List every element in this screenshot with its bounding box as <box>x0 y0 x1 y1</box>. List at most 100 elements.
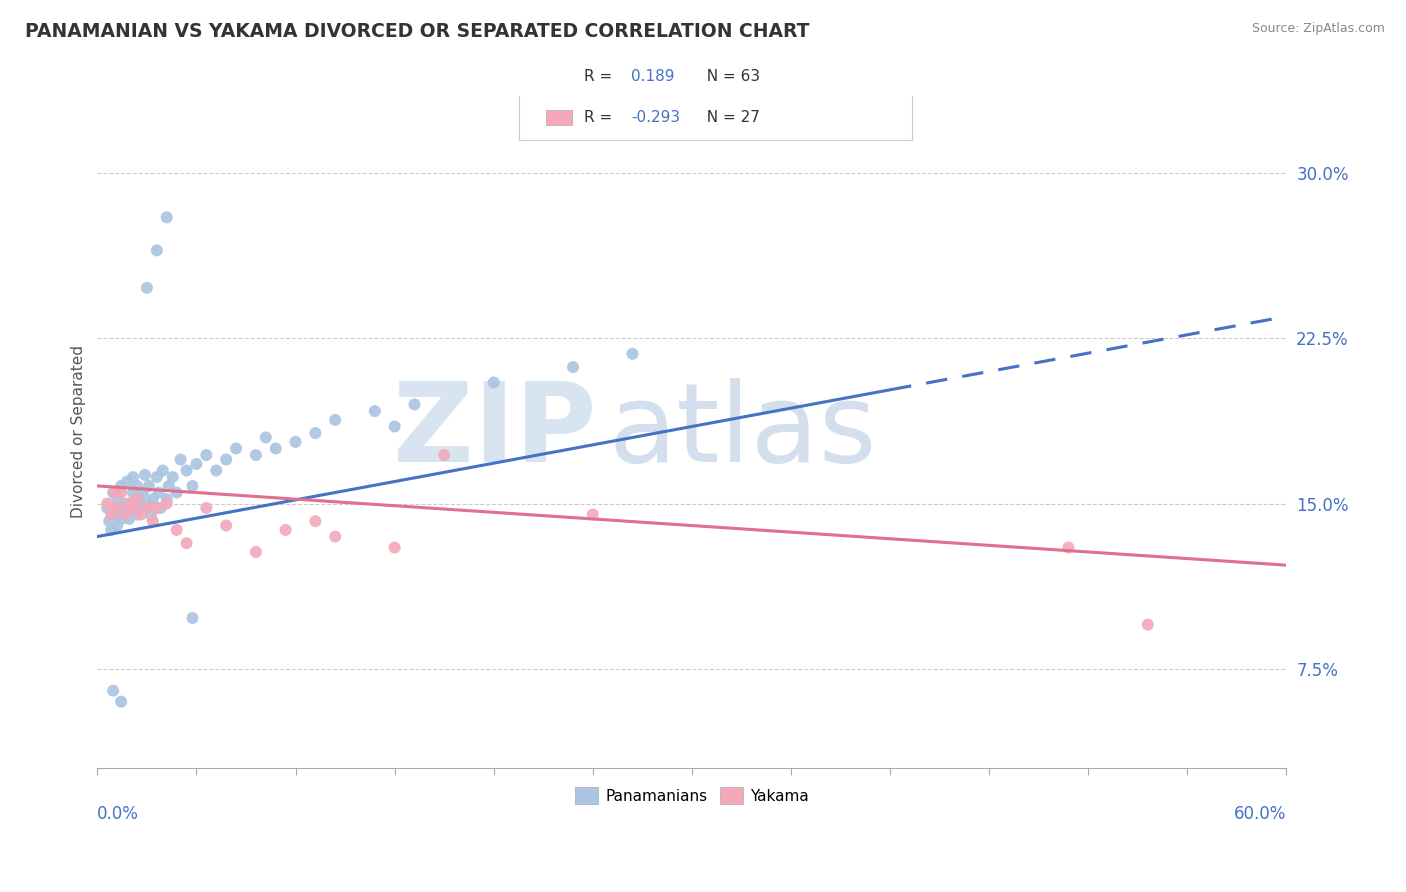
Point <box>142 514 165 528</box>
Point <box>157 479 180 493</box>
Point <box>215 452 238 467</box>
Point <box>110 485 132 500</box>
Point <box>125 492 148 507</box>
Point <box>96 500 118 515</box>
Text: R =: R = <box>583 69 617 84</box>
Point <box>124 500 146 515</box>
Point <box>120 497 142 511</box>
Point <box>128 492 150 507</box>
Point <box>139 508 162 522</box>
Point <box>122 470 145 484</box>
Text: N = 27: N = 27 <box>696 110 759 125</box>
Text: 0.0%: 0.0% <box>97 805 139 822</box>
Point <box>176 536 198 550</box>
Text: ZIP: ZIP <box>394 378 596 485</box>
Point <box>100 508 122 522</box>
Point <box>264 442 287 456</box>
Text: N = 63: N = 63 <box>696 69 759 84</box>
Point <box>1057 541 1080 555</box>
Point <box>114 508 136 522</box>
Point <box>122 500 145 515</box>
Point <box>110 479 132 493</box>
Point <box>245 448 267 462</box>
Point <box>146 470 169 484</box>
Point <box>364 404 387 418</box>
Point <box>323 530 346 544</box>
Point <box>129 500 152 515</box>
Point <box>582 508 605 522</box>
Point <box>245 545 267 559</box>
Point <box>135 281 157 295</box>
Point <box>274 523 297 537</box>
Point <box>104 508 127 522</box>
Point <box>115 500 138 515</box>
Point <box>156 492 179 507</box>
Point <box>195 448 218 462</box>
Bar <box>546 69 572 84</box>
Point <box>105 500 128 515</box>
Point <box>115 475 138 489</box>
Bar <box>546 110 572 125</box>
Point <box>433 448 456 462</box>
Text: -0.293: -0.293 <box>631 110 681 125</box>
Point <box>135 497 157 511</box>
Point <box>105 518 128 533</box>
Point <box>149 500 172 515</box>
Point <box>105 492 128 507</box>
Point <box>156 211 179 225</box>
Point <box>323 413 346 427</box>
Point <box>103 485 125 500</box>
Point <box>205 463 228 477</box>
Point <box>118 497 141 511</box>
Point <box>104 485 127 500</box>
Legend: Panamanians, Yakama: Panamanians, Yakama <box>568 780 815 811</box>
Point <box>100 523 122 537</box>
Point <box>146 244 169 258</box>
Point <box>118 512 141 526</box>
Text: Source: ZipAtlas.com: Source: ZipAtlas.com <box>1251 22 1385 36</box>
Y-axis label: Divorced or Separated: Divorced or Separated <box>72 345 86 518</box>
Point <box>254 430 277 444</box>
Point <box>176 463 198 477</box>
Point <box>404 397 426 411</box>
Point <box>98 514 121 528</box>
Text: 0.189: 0.189 <box>631 69 675 84</box>
Point <box>162 470 184 484</box>
Point <box>384 419 406 434</box>
Point <box>125 479 148 493</box>
Text: R =: R = <box>583 110 617 125</box>
Text: 60.0%: 60.0% <box>1234 805 1286 822</box>
Point <box>384 541 406 555</box>
Point <box>166 523 188 537</box>
Point <box>621 347 644 361</box>
Point <box>135 500 157 515</box>
Point <box>215 518 238 533</box>
Point <box>304 426 326 441</box>
Point <box>186 457 208 471</box>
Point <box>181 611 204 625</box>
Point <box>103 683 125 698</box>
Point <box>169 452 191 467</box>
Point <box>125 508 148 522</box>
Point <box>562 359 585 374</box>
Point <box>156 497 179 511</box>
Point <box>146 500 169 515</box>
Point <box>142 492 165 507</box>
Text: PANAMANIAN VS YAKAMA DIVORCED OR SEPARATED CORRELATION CHART: PANAMANIAN VS YAKAMA DIVORCED OR SEPARAT… <box>25 22 810 41</box>
Point <box>122 485 145 500</box>
Point <box>138 479 160 493</box>
Point <box>134 467 156 482</box>
Point <box>195 500 218 515</box>
Point <box>132 485 155 500</box>
Text: atlas: atlas <box>609 378 877 485</box>
Point <box>181 479 204 493</box>
Point <box>112 497 135 511</box>
Point <box>166 485 188 500</box>
FancyBboxPatch shape <box>519 39 912 140</box>
Point <box>152 463 174 477</box>
Point <box>482 376 505 390</box>
Point <box>110 512 132 526</box>
Point <box>96 497 118 511</box>
Point <box>108 500 131 515</box>
Point <box>129 508 152 522</box>
